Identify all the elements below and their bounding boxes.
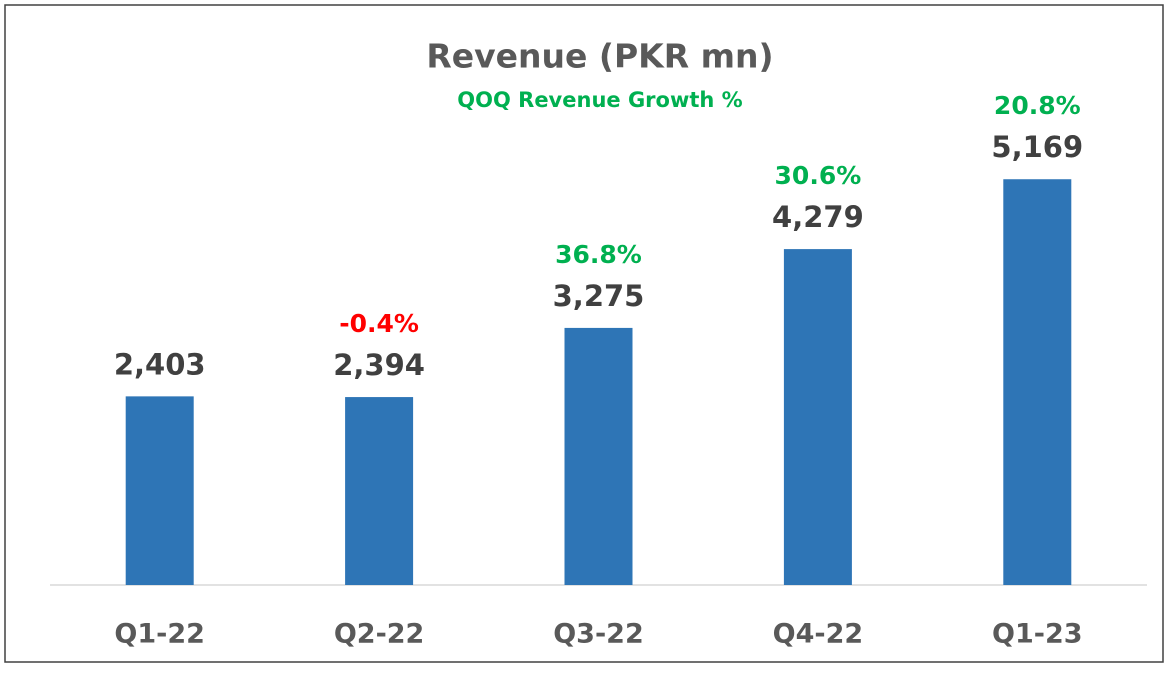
bar xyxy=(783,249,852,585)
growth-label: -0.4% xyxy=(339,309,419,338)
x-tick-label: Q1-22 xyxy=(114,619,205,650)
x-tick-label: Q4-22 xyxy=(773,619,864,650)
x-tick-label: Q3-22 xyxy=(553,619,644,650)
chart-subtitle: QOQ Revenue Growth % xyxy=(457,88,742,112)
value-label: 5,169 xyxy=(991,130,1083,164)
chart-title: Revenue (PKR mn) xyxy=(426,37,773,76)
growth-label: 36.8% xyxy=(555,240,642,269)
x-tick-label: Q1-23 xyxy=(992,619,1083,650)
value-label: 4,279 xyxy=(772,200,864,234)
growth-label: 30.6% xyxy=(775,161,862,190)
growth-label: 20.8% xyxy=(994,91,1081,120)
value-label: 2,403 xyxy=(114,347,206,381)
bar xyxy=(564,327,633,585)
x-tick-label: Q2-22 xyxy=(334,619,425,650)
value-label: 3,275 xyxy=(553,279,645,313)
value-label: 2,394 xyxy=(333,348,425,382)
bar xyxy=(1003,179,1072,585)
bar xyxy=(345,397,414,585)
bar xyxy=(125,396,194,585)
